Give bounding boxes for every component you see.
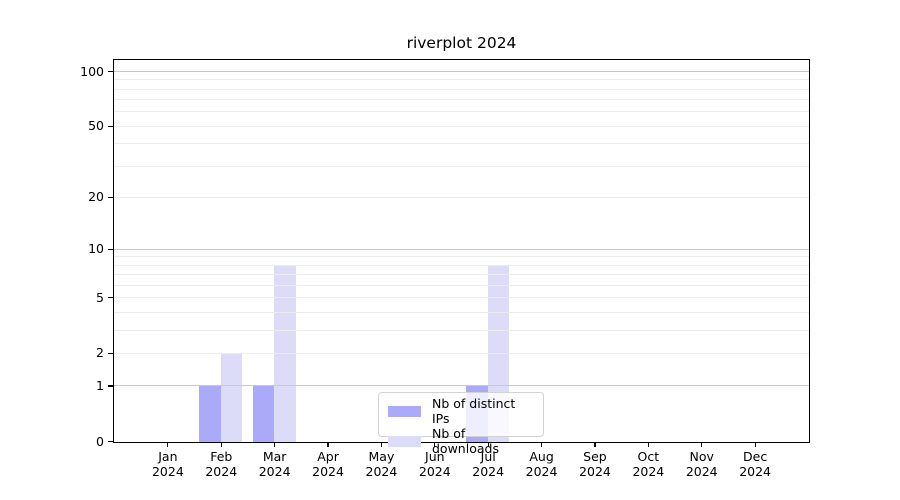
gridline-minor-8 <box>114 264 809 266</box>
gridline-minor-3 <box>114 329 809 331</box>
y-tick-100 <box>108 70 113 73</box>
x-tick-label-sep: Sep 2024 <box>563 449 627 479</box>
x-tick-may <box>380 442 382 447</box>
year-label: 2024 <box>632 464 665 479</box>
x-tick-apr <box>327 442 329 447</box>
x-tick-label-nov: Nov 2024 <box>670 449 734 479</box>
year-label: 2024 <box>258 464 291 479</box>
month-label: Apr <box>317 449 339 464</box>
gridline-minor-80 <box>114 88 809 90</box>
y-tick-2 <box>108 352 113 354</box>
x-tick-jan <box>167 442 169 447</box>
month-label: Oct <box>637 449 660 464</box>
x-tick-mar <box>274 442 276 447</box>
month-label: May <box>368 449 395 464</box>
legend-label-distinct-ips: Nb of distinct IPs <box>432 396 516 426</box>
legend-entry-distinct-ips: Nb of distinct IPs <box>388 396 534 426</box>
gridline-minor-2 <box>114 352 809 354</box>
x-tick-label-jan: Jan 2024 <box>136 449 200 479</box>
gridline-major-10 <box>114 248 809 250</box>
y-tick-50 <box>108 125 113 127</box>
year-label: 2024 <box>151 464 184 479</box>
x-tick-label-mar: Mar 2024 <box>243 449 307 479</box>
month-label: Nov <box>689 449 714 464</box>
gridline-major-100 <box>114 71 809 72</box>
x-tick-oct <box>647 442 649 447</box>
x-tick-label-aug: Aug 2024 <box>510 449 574 479</box>
bar-distinct-ips-feb <box>199 386 221 442</box>
y-tick-label-2: 2 <box>96 345 104 361</box>
plot-area <box>113 59 810 443</box>
year-label: 2024 <box>579 464 611 479</box>
bar-downloads-feb <box>220 353 243 442</box>
x-tick-nov <box>701 442 703 447</box>
y-tick-label-10: 10 <box>88 241 104 257</box>
gridline-minor-70 <box>114 99 809 101</box>
gridline-minor-60 <box>114 111 809 113</box>
x-tick-dec <box>754 442 756 447</box>
x-tick-feb <box>220 442 222 447</box>
x-tick-jun <box>434 442 436 447</box>
year-label: 2024 <box>739 464 772 479</box>
x-tick-jul <box>487 442 489 447</box>
month-label: Jun <box>425 449 445 464</box>
x-tick-label-oct: Oct 2024 <box>616 449 680 479</box>
year-label: 2024 <box>472 464 505 479</box>
gridline-minor-30 <box>114 165 809 167</box>
gridline-minor-90 <box>114 79 809 81</box>
x-tick-sep <box>594 442 596 447</box>
gridline-minor-9 <box>114 256 809 258</box>
year-label: 2024 <box>312 464 344 479</box>
year-label: 2024 <box>418 464 451 479</box>
y-tick-label-20: 20 <box>88 189 104 205</box>
gridline-minor-40 <box>114 143 809 145</box>
x-tick-aug <box>540 442 543 447</box>
legend: Nb of distinct IPs Nb of downloads <box>378 392 544 456</box>
x-tick-label-apr: Apr 2024 <box>296 449 360 479</box>
gridline-major-1 <box>114 385 809 387</box>
y-tick-1 <box>108 385 113 387</box>
gridline-minor-20 <box>114 196 809 198</box>
x-tick-label-dec: Dec 2024 <box>723 449 787 479</box>
month-label: Aug <box>529 449 554 464</box>
year-label: 2024 <box>365 464 398 479</box>
gridline-minor-7 <box>114 274 809 276</box>
legend-entry-downloads: Nb of downloads <box>388 426 534 456</box>
x-tick-label-jul: Jul 2024 <box>456 449 520 479</box>
month-label: Jul <box>480 449 496 464</box>
x-tick-label-may: May 2024 <box>349 449 413 479</box>
y-tick-label-0: 0 <box>96 433 104 449</box>
month-label: Feb <box>210 449 233 464</box>
month-label: Dec <box>743 449 768 464</box>
x-tick-label-jun: Jun 2024 <box>403 449 467 479</box>
y-tick-label-5: 5 <box>96 289 104 305</box>
year-label: 2024 <box>685 464 718 479</box>
chart-title: riverplot 2024 <box>406 34 517 52</box>
gridline-minor-4 <box>114 311 809 313</box>
month-label: Sep <box>583 449 607 464</box>
bar-distinct-ips-mar <box>252 386 275 442</box>
gridline-minor-5 <box>114 297 809 299</box>
bar-downloads-mar <box>274 265 296 442</box>
legend-swatch-distinct-ips <box>388 405 421 417</box>
legend-label-downloads: Nb of downloads <box>432 426 499 456</box>
y-tick-0 <box>108 440 113 443</box>
legend-swatch-downloads <box>388 435 421 447</box>
year-label: 2024 <box>525 464 558 479</box>
y-tick-label-50: 50 <box>88 118 104 134</box>
y-tick-5 <box>108 297 113 299</box>
y-tick-label-100: 100 <box>80 63 104 79</box>
y-tick-20 <box>108 196 113 198</box>
year-label: 2024 <box>205 464 238 479</box>
y-tick-10 <box>108 248 113 250</box>
y-tick-label-1: 1 <box>96 377 104 393</box>
x-tick-label-feb: Feb 2024 <box>189 449 253 479</box>
gridline-minor-6 <box>114 284 809 286</box>
month-label: Jan <box>158 449 178 464</box>
month-label: Mar <box>262 449 287 464</box>
gridline-minor-50 <box>114 125 809 127</box>
